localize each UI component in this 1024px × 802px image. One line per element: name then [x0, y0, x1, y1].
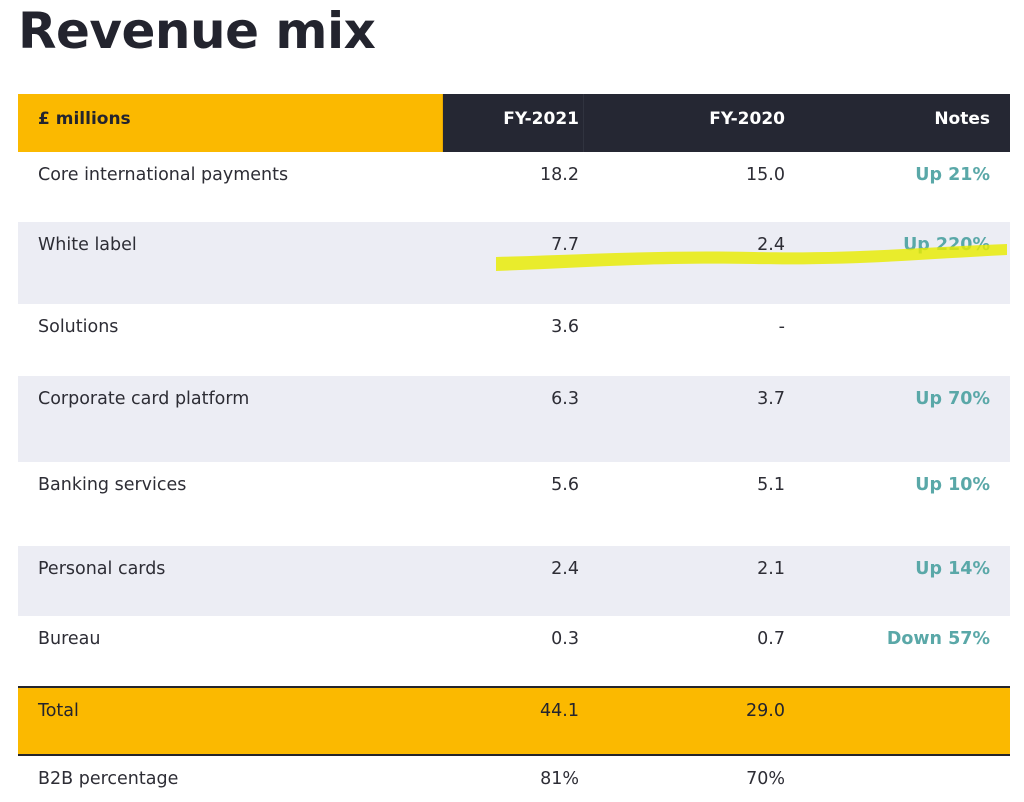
- row-fy2021-value: 2.4: [551, 559, 579, 579]
- row-note: Up 14%: [915, 559, 990, 579]
- table-row-corporate-card-platform: Corporate card platform 6.3 3.7 Up 70%: [18, 376, 1010, 462]
- table-row-solutions: Solutions 3.6 -: [18, 304, 1010, 376]
- row-fy2020-value: 3.7: [757, 389, 785, 409]
- row-note: [789, 304, 1010, 376]
- row-label: Core international payments: [38, 165, 289, 185]
- table-row-banking-services: Banking services 5.6 5.1 Up 10%: [18, 462, 1010, 546]
- row-fy2020-value: 2.4: [757, 235, 785, 255]
- header-notes-cell: Notes: [789, 94, 1010, 152]
- row-label: Solutions: [38, 317, 119, 337]
- row-label: Personal cards: [38, 559, 166, 579]
- row-note: Up 21%: [915, 165, 990, 185]
- row-fy2020-value: 5.1: [757, 475, 785, 495]
- page-title: Revenue mix: [18, 2, 376, 60]
- b2b-fy2020-value: 70%: [746, 769, 785, 789]
- row-fy2020-value: 2.1: [757, 559, 785, 579]
- table-header-row: £ millions FY-2021 FY-2020 Notes: [18, 94, 1010, 152]
- total-fy2020-value: 29.0: [746, 701, 785, 721]
- table-row-white-label: White label 7.7 2.4 Up 220%: [18, 222, 1010, 304]
- table-row-bureau: Bureau 0.3 0.7 Down 57%: [18, 616, 1010, 686]
- table-row-b2b-percentage: B2B percentage 81% 70%: [18, 756, 1010, 802]
- row-note: Up 70%: [915, 389, 990, 409]
- row-fy2020-value: 15.0: [746, 165, 785, 185]
- row-fy2021-value: 6.3: [551, 389, 579, 409]
- b2b-note: [789, 756, 1010, 802]
- row-label: Corporate card platform: [38, 389, 250, 409]
- row-note: Up 220%: [903, 235, 990, 255]
- row-fy2021-value: 7.7: [551, 235, 579, 255]
- table-row-personal-cards: Personal cards 2.4 2.1 Up 14%: [18, 546, 1010, 616]
- header-fy2021-cell: FY-2021: [443, 94, 583, 152]
- row-label: Bureau: [38, 629, 101, 649]
- total-note: [789, 688, 1010, 754]
- row-label: White label: [38, 235, 137, 255]
- row-fy2021-value: 0.3: [551, 629, 579, 649]
- row-fy2020-value: -: [778, 317, 785, 337]
- row-fy2021-value: 3.6: [551, 317, 579, 337]
- row-label: Banking services: [38, 475, 187, 495]
- revenue-table: £ millions FY-2021 FY-2020 Notes Core in…: [18, 94, 1010, 802]
- row-fy2021-value: 5.6: [551, 475, 579, 495]
- header-label-cell: £ millions: [18, 94, 443, 152]
- total-fy2021-value: 44.1: [540, 701, 579, 721]
- header-fy2020-cell: FY-2020: [583, 94, 789, 152]
- table-row-total: Total 44.1 29.0: [18, 686, 1010, 756]
- row-fy2020-value: 0.7: [757, 629, 785, 649]
- total-label: Total: [38, 701, 79, 721]
- row-fy2021-value: 18.2: [540, 165, 579, 185]
- table-row-core-international-payments: Core international payments 18.2 15.0 Up…: [18, 152, 1010, 222]
- b2b-fy2021-value: 81%: [540, 769, 579, 789]
- b2b-label: B2B percentage: [38, 769, 179, 789]
- row-note: Down 57%: [886, 629, 990, 649]
- row-note: Up 10%: [915, 475, 990, 495]
